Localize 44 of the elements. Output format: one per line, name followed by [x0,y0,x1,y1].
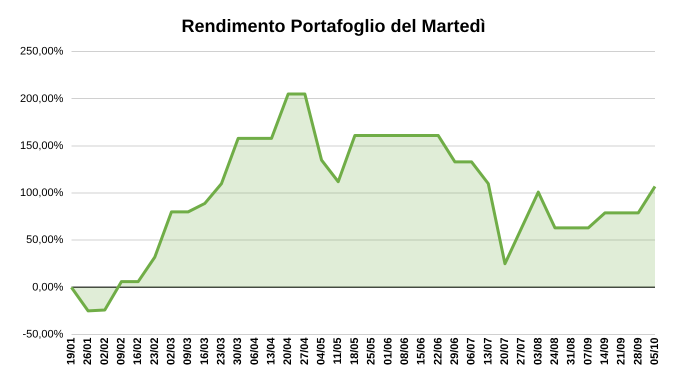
x-tick-label: 26/01 [82,337,94,366]
x-tick-label: 22/06 [432,337,444,366]
x-tick-label: 27/07 [516,337,528,366]
x-tick-label: 16/02 [132,337,144,366]
x-tick-label: 08/06 [398,337,411,366]
x-tick-label: 28/09 [632,337,644,366]
x-tick-label: 23/03 [216,337,228,366]
x-tick-label: 02/03 [166,337,178,366]
x-tick-label: 03/08 [532,337,544,366]
x-tick-label: 02/02 [98,337,111,366]
x-tick-label: 07/09 [582,337,594,366]
y-tick-label: 100,00% [20,187,64,200]
x-tick-label: 31/08 [566,337,578,366]
x-tick-label: 14/09 [599,337,612,366]
x-tick-label: 06/04 [248,336,261,366]
x-tick-label: 30/03 [232,337,244,366]
x-tick-label: 29/06 [448,337,461,366]
x-tick-label: 27/04 [298,336,311,366]
x-tick-label: 20/04 [282,336,294,366]
x-tick-label: 13/07 [482,337,494,366]
x-tick-label: 01/06 [382,337,394,366]
x-tick-label: 18/05 [348,337,361,366]
y-tick-label: 150,00% [20,140,64,152]
x-tick-label: 13/04 [266,336,278,366]
y-tick-label: 250,00% [20,46,64,58]
x-tick-label: 25/05 [366,337,378,366]
y-tick-label: 200,00% [20,92,64,105]
y-tick-label: -50,00% [22,328,64,341]
x-tick-label: 15/06 [416,337,428,366]
x-tick-label: 05/10 [649,337,662,366]
x-tick-label: 24/08 [548,337,561,366]
x-tick-label: 21/09 [616,337,628,366]
chart-title: Rendimento Portafoglio del Martedì [181,16,486,36]
x-tick-label: 06/07 [466,337,478,366]
x-tick-label: 09/02 [115,337,128,366]
x-tick-label: 09/03 [182,337,194,366]
x-tick-label: 23/02 [148,337,161,366]
x-tick-label: 20/07 [498,337,511,366]
x-tick-label: 04/05 [316,337,328,366]
x-tick-label: 16/03 [198,337,211,366]
x-tick-label: 11/05 [332,337,344,364]
x-tick-label: 19/01 [65,337,78,366]
y-tick-label: 50,00% [26,234,64,246]
y-tick-label: 0,00% [32,281,64,294]
